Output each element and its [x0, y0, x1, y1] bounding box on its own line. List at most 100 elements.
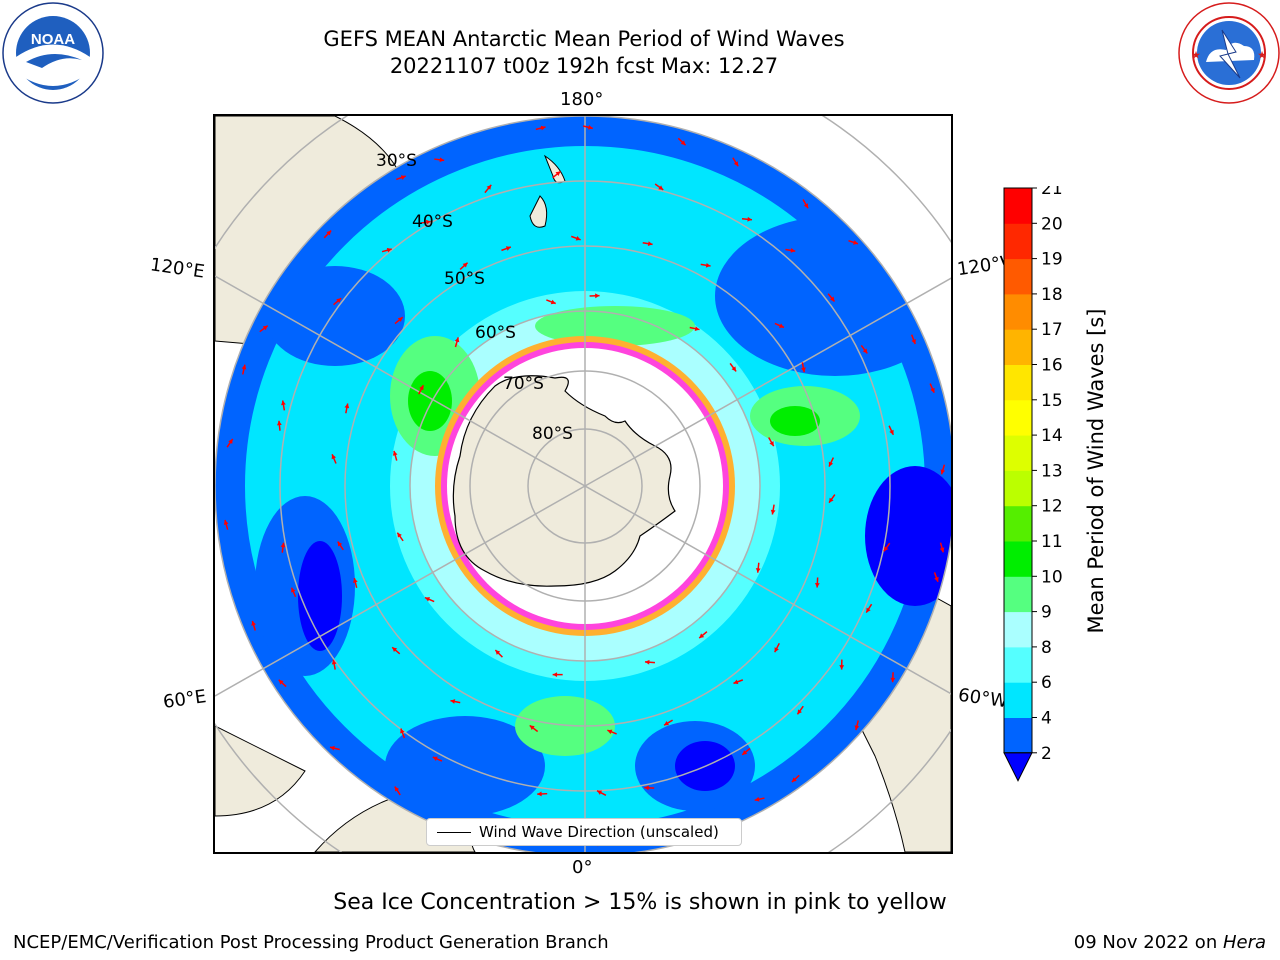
- wind-wave-arrowhead: [575, 236, 581, 241]
- wind-wave-arrowhead: [537, 791, 542, 797]
- colorbar-extend-min: [1003, 752, 1033, 782]
- wind-wave-arrowhead: [400, 175, 406, 180]
- legend-label: Wind Wave Direction (unscaled): [479, 823, 719, 841]
- lat-label-60s: 60°S: [475, 323, 516, 343]
- wind-wave-arrowhead: [397, 532, 402, 538]
- colorbar-tick-label: 11: [1041, 532, 1063, 552]
- wind-wave-arrowhead: [425, 597, 430, 602]
- colorbar-tick-label: 18: [1041, 285, 1063, 305]
- polar-map: [215, 116, 951, 852]
- wind-wave-arrowhead: [462, 262, 468, 268]
- wind-wave-arrowhead: [607, 729, 613, 735]
- wind-wave-arrowhead: [829, 497, 834, 503]
- lat-label-50s: 50°S: [444, 269, 485, 289]
- wind-wave-arrowhead: [911, 339, 916, 345]
- colorbar-band: [1004, 717, 1032, 754]
- wind-wave-arrowhead: [425, 219, 431, 225]
- colorbar-band: [1004, 576, 1032, 613]
- wind-wave-arrowhead: [754, 796, 760, 802]
- chart-subtitle: 20221107 t00z 192h fcst Max: 12.27: [389, 54, 779, 78]
- lat-label-80s: 80°S: [532, 424, 573, 444]
- wind-wave-arrowhead: [529, 725, 535, 730]
- colorbar-tick-label: 14: [1041, 426, 1063, 446]
- chart-title: GEFS MEAN Antarctic Mean Period of Wind …: [323, 27, 845, 51]
- colorbar-tick-label: 6: [1041, 673, 1052, 693]
- wind-wave-arrowhead: [644, 659, 650, 665]
- colorbar-band: [1004, 435, 1032, 471]
- wind-wave-arrowhead: [774, 647, 779, 653]
- wind-wave-arrowhead: [883, 546, 889, 552]
- lon-label-60e: 60°E: [161, 686, 208, 713]
- noaa-logo: NOAA: [2, 2, 104, 104]
- colorbar-tick-label: 2: [1041, 744, 1052, 764]
- wind-wave-arrowhead: [769, 441, 774, 447]
- wind-wave-arrowhead: [755, 568, 761, 573]
- wind-wave-arrowhead: [889, 429, 894, 435]
- colorbar-band: [1004, 364, 1032, 401]
- wind-wave-arrowhead: [550, 299, 556, 305]
- colorbar-tick-label: 13: [1041, 461, 1063, 481]
- footer-branch: NCEP/EMC/Verification Post Processing Pr…: [13, 932, 609, 953]
- wind-wave-arrowhead: [797, 709, 802, 715]
- wind-wave-arrowhead: [552, 672, 558, 678]
- colorbar-band: [1004, 505, 1032, 542]
- map-panel: [213, 114, 953, 854]
- wind-wave-arrowhead: [694, 326, 700, 331]
- antarctica: [452, 375, 676, 587]
- colorbar-tick-label: 16: [1041, 356, 1063, 376]
- footer-date-text: 09 Nov 2022 on: [1073, 932, 1223, 953]
- wind-wave-arrowhead: [454, 337, 460, 343]
- wind-wave-arrowhead: [791, 777, 797, 783]
- wind-wave-arrowhead: [647, 241, 653, 247]
- colorbar-band: [1004, 682, 1032, 718]
- colorbar-band: [1004, 188, 1032, 224]
- colorbar-band: [1004, 258, 1032, 295]
- wind-wave-arrowhead: [770, 509, 776, 515]
- colorbar: 2 4 6 8 9 10 11 12 13 14 15 16 17 18 19 20 21: [1003, 186, 1063, 782]
- wind-wave-arrowhead: [495, 650, 501, 655]
- wind-wave-arrowhead: [278, 679, 284, 685]
- colorbar-band: [1004, 223, 1032, 260]
- colorbar-tick-label: 4: [1041, 709, 1052, 729]
- colorbar-tick-label: 8: [1041, 638, 1052, 658]
- colorbar-tick-label: 19: [1041, 250, 1063, 270]
- wind-wave-arrowhead: [262, 325, 268, 331]
- wind-wave-arrowhead: [450, 699, 456, 704]
- wind-wave-arrowhead: [853, 240, 858, 245]
- lon-label-180: 180°: [560, 89, 604, 110]
- colorbar-tick-label: 15: [1041, 391, 1063, 411]
- wind-wave-arrowhead: [505, 246, 511, 251]
- wind-wave-arrowhead: [790, 248, 796, 253]
- wind-wave-arrowhead: [241, 364, 247, 370]
- wind-wave-arrowhead: [419, 385, 424, 391]
- colorbar-band: [1004, 611, 1032, 648]
- lat-label-30s: 30°S: [376, 151, 417, 171]
- wind-wave-arrowhead: [223, 520, 229, 525]
- wind-wave-arrowhead: [680, 140, 686, 146]
- wind-wave-arrowhead: [432, 756, 438, 761]
- wind-wave-arrowhead: [731, 366, 737, 372]
- nws-logo: ★ ★: [1178, 2, 1280, 104]
- map-legend: Wind Wave Direction (unscaled): [426, 818, 742, 846]
- wind-wave-arrowhead: [854, 725, 860, 731]
- wind-wave-arrowhead: [353, 578, 358, 583]
- wind-wave-arrowhead: [251, 620, 256, 626]
- lon-label-120e: 120°E: [148, 254, 206, 283]
- wind-wave-arrowhead: [394, 786, 400, 792]
- wind-wave-arrowhead: [930, 387, 935, 393]
- wind-wave-arrowhead: [862, 348, 868, 354]
- wind-wave-arrowhead: [344, 403, 350, 409]
- svg-text:NOAA: NOAA: [31, 31, 75, 48]
- wind-wave-arrowhead: [779, 323, 785, 328]
- wind-wave-arrowhead: [644, 785, 649, 791]
- svg-text:★: ★: [1258, 50, 1267, 60]
- colorbar-tick-label: 17: [1041, 320, 1063, 340]
- colorbar-band: [1004, 293, 1032, 330]
- colorbar-band: [1004, 541, 1032, 577]
- wind-wave-arrowhead: [336, 298, 342, 303]
- footer-machine: Hera: [1222, 932, 1266, 953]
- wind-wave-arrowhead: [803, 203, 809, 209]
- wind-wave-arrowhead: [555, 171, 561, 177]
- wind-wave-arrowhead: [699, 633, 705, 639]
- wind-wave-arrowhead: [595, 293, 600, 299]
